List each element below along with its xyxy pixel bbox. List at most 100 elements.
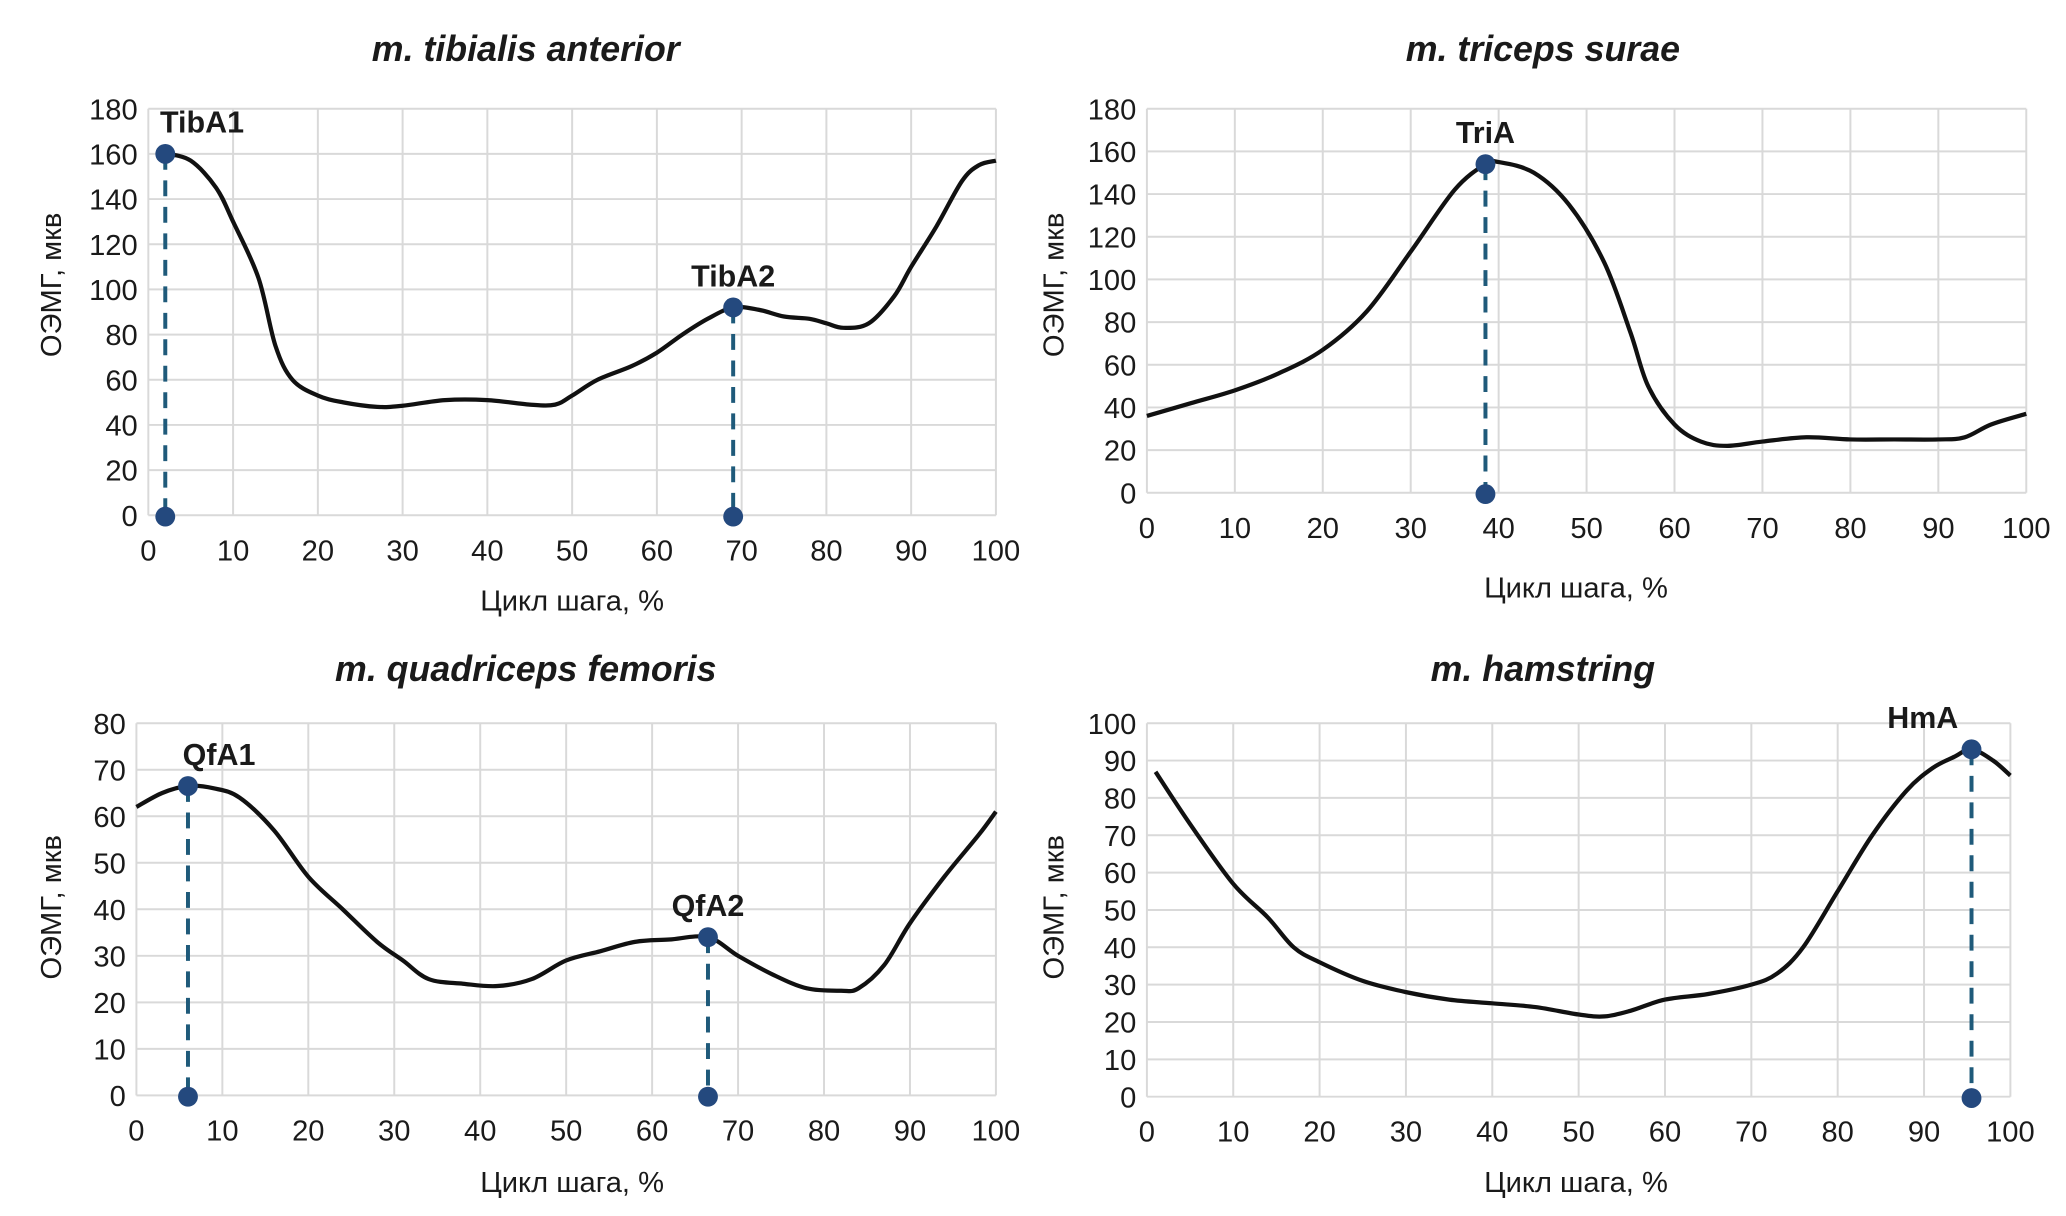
x-tick-label: 40 [1476, 1117, 1508, 1149]
y-tick-label: 60 [93, 802, 125, 834]
peak-marker [1961, 739, 1982, 760]
y-tick-label: 60 [1104, 350, 1136, 382]
chart-triceps-surae: m. triceps surae Цикл шага, % ОЭМГ, мкв … [1038, 29, 2050, 604]
y-axis-label: ОЭМГ, мкв [36, 835, 68, 980]
x-tick-label: 30 [1395, 513, 1427, 545]
y-tick-label: 70 [93, 755, 125, 787]
chart-title: m. hamstring [1431, 649, 1656, 689]
y-tick-label: 30 [93, 941, 125, 973]
peak-label: TibA2 [691, 259, 775, 293]
y-tick-label: 20 [93, 988, 125, 1020]
chart-title: m. triceps surae [1406, 29, 1680, 69]
y-tick-label: 0 [1120, 1082, 1136, 1114]
x-tick-label: 90 [1908, 1117, 1940, 1149]
y-tick-label: 40 [1104, 393, 1136, 425]
x-tick-label: 70 [1746, 513, 1778, 545]
peak-label: HmA [1887, 701, 1958, 735]
x-tick-label: 0 [1139, 513, 1155, 545]
x-tick-label: 80 [1821, 1117, 1853, 1149]
x-tick-label: 10 [206, 1115, 238, 1147]
x-tick-label: 60 [1649, 1117, 1681, 1149]
y-tick-label: 100 [1088, 265, 1137, 297]
x-axis-label: Цикл шага, % [1484, 1167, 1668, 1199]
x-tick-label: 40 [1482, 513, 1514, 545]
x-tick-label: 100 [2002, 513, 2051, 545]
peak-marker [723, 297, 744, 318]
x-tick-label: 80 [810, 535, 842, 567]
y-tick-label: 10 [93, 1034, 125, 1066]
x-tick-label: 20 [292, 1115, 324, 1147]
x-tick-label: 70 [1735, 1117, 1767, 1149]
chart-quadriceps-femoris: m. quadriceps femoris Цикл шага, % ОЭМГ,… [36, 649, 1020, 1199]
emg-curve [1146, 158, 2027, 448]
x-tick-label: 80 [1834, 513, 1866, 545]
x-tick-label: 60 [1658, 513, 1690, 545]
y-tick-label: 60 [105, 365, 137, 397]
y-tick-label: 90 [1104, 746, 1136, 778]
x-tick-label: 10 [1219, 513, 1251, 545]
x-tick-label: 90 [1922, 513, 1954, 545]
baseline-marker [1961, 1088, 1982, 1108]
y-tick-label: 120 [1088, 222, 1137, 254]
y-tick-label: 160 [1088, 137, 1137, 169]
peak-label: QfA1 [183, 738, 256, 772]
x-tick-label: 10 [1217, 1117, 1249, 1149]
y-tick-label: 80 [1104, 308, 1136, 340]
y-tick-label: 180 [1088, 94, 1137, 126]
x-tick-label: 80 [808, 1115, 840, 1147]
x-tick-label: 0 [128, 1115, 144, 1147]
x-axis-label: Цикл шага, % [1484, 572, 1668, 604]
y-tick-label: 30 [1104, 970, 1136, 1002]
x-tick-label: 70 [722, 1115, 754, 1147]
y-tick-label: 40 [93, 895, 125, 927]
peak-marker [178, 776, 198, 796]
y-tick-label: 10 [1104, 1045, 1136, 1077]
y-tick-label: 80 [105, 320, 137, 352]
x-tick-label: 70 [725, 535, 757, 567]
chart-hamstring: m. hamstring Цикл шага, % ОЭМГ, мкв 0 10 2… [1038, 649, 2034, 1199]
peak-label: QfA2 [672, 889, 745, 923]
x-tick-label: 40 [471, 535, 503, 567]
x-tick-label: 50 [1570, 513, 1602, 545]
y-tick-label: 50 [93, 848, 125, 880]
chart-title: m. tibialis anterior [372, 29, 682, 69]
baseline-marker [723, 506, 744, 527]
y-tick-label: 100 [1088, 709, 1137, 741]
peak-label: TriA [1456, 116, 1515, 150]
y-tick-label: 20 [105, 456, 137, 488]
y-tick-label: 20 [1104, 436, 1136, 468]
x-tick-label: 60 [641, 535, 673, 567]
x-tick-label: 20 [1307, 513, 1339, 545]
peak-marker [155, 143, 176, 164]
x-tick-label: 40 [464, 1115, 496, 1147]
y-tick-label: 180 [89, 94, 138, 126]
y-tick-label: 80 [93, 709, 125, 741]
x-tick-label: 10 [217, 535, 249, 567]
baseline-marker [178, 1086, 198, 1107]
peak-marker [698, 927, 718, 948]
x-axis-label: Цикл шага, % [480, 1167, 664, 1199]
x-tick-label: 50 [556, 535, 588, 567]
y-tick-label: 0 [1120, 478, 1136, 510]
y-tick-label: 140 [89, 185, 138, 217]
y-axis-label: ОЭМГ, мкв [36, 213, 68, 358]
x-tick-label: 60 [636, 1115, 668, 1147]
x-tick-label: 0 [1139, 1117, 1155, 1149]
x-tick-label: 30 [378, 1115, 410, 1147]
y-tick-label: 40 [1104, 933, 1136, 965]
x-tick-label: 20 [1303, 1117, 1335, 1149]
y-tick-label: 120 [89, 230, 138, 262]
x-tick-label: 50 [1562, 1117, 1594, 1149]
baseline-marker [155, 506, 176, 527]
x-tick-label: 0 [140, 535, 156, 567]
y-tick-label: 140 [1088, 180, 1137, 212]
emg-curve [155, 151, 997, 410]
x-tick-label: 20 [302, 535, 334, 567]
y-axis-label: ОЭМГ, мкв [1038, 835, 1070, 980]
peak-marker [1475, 154, 1496, 175]
y-tick-label: 0 [122, 501, 138, 533]
chart-tibialis-anterior: m. tibialis anterior Цикл шага, % ОЭМГ, … [36, 29, 1020, 618]
y-axis-label: ОЭМГ, мкв [1038, 213, 1070, 358]
peak-label: TibA1 [160, 106, 244, 140]
